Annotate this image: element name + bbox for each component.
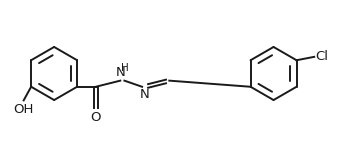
Text: O: O (91, 111, 101, 124)
Text: H: H (121, 63, 129, 73)
Text: Cl: Cl (316, 50, 329, 63)
Text: OH: OH (13, 103, 33, 116)
Text: N: N (116, 66, 126, 79)
Text: N: N (140, 88, 150, 101)
